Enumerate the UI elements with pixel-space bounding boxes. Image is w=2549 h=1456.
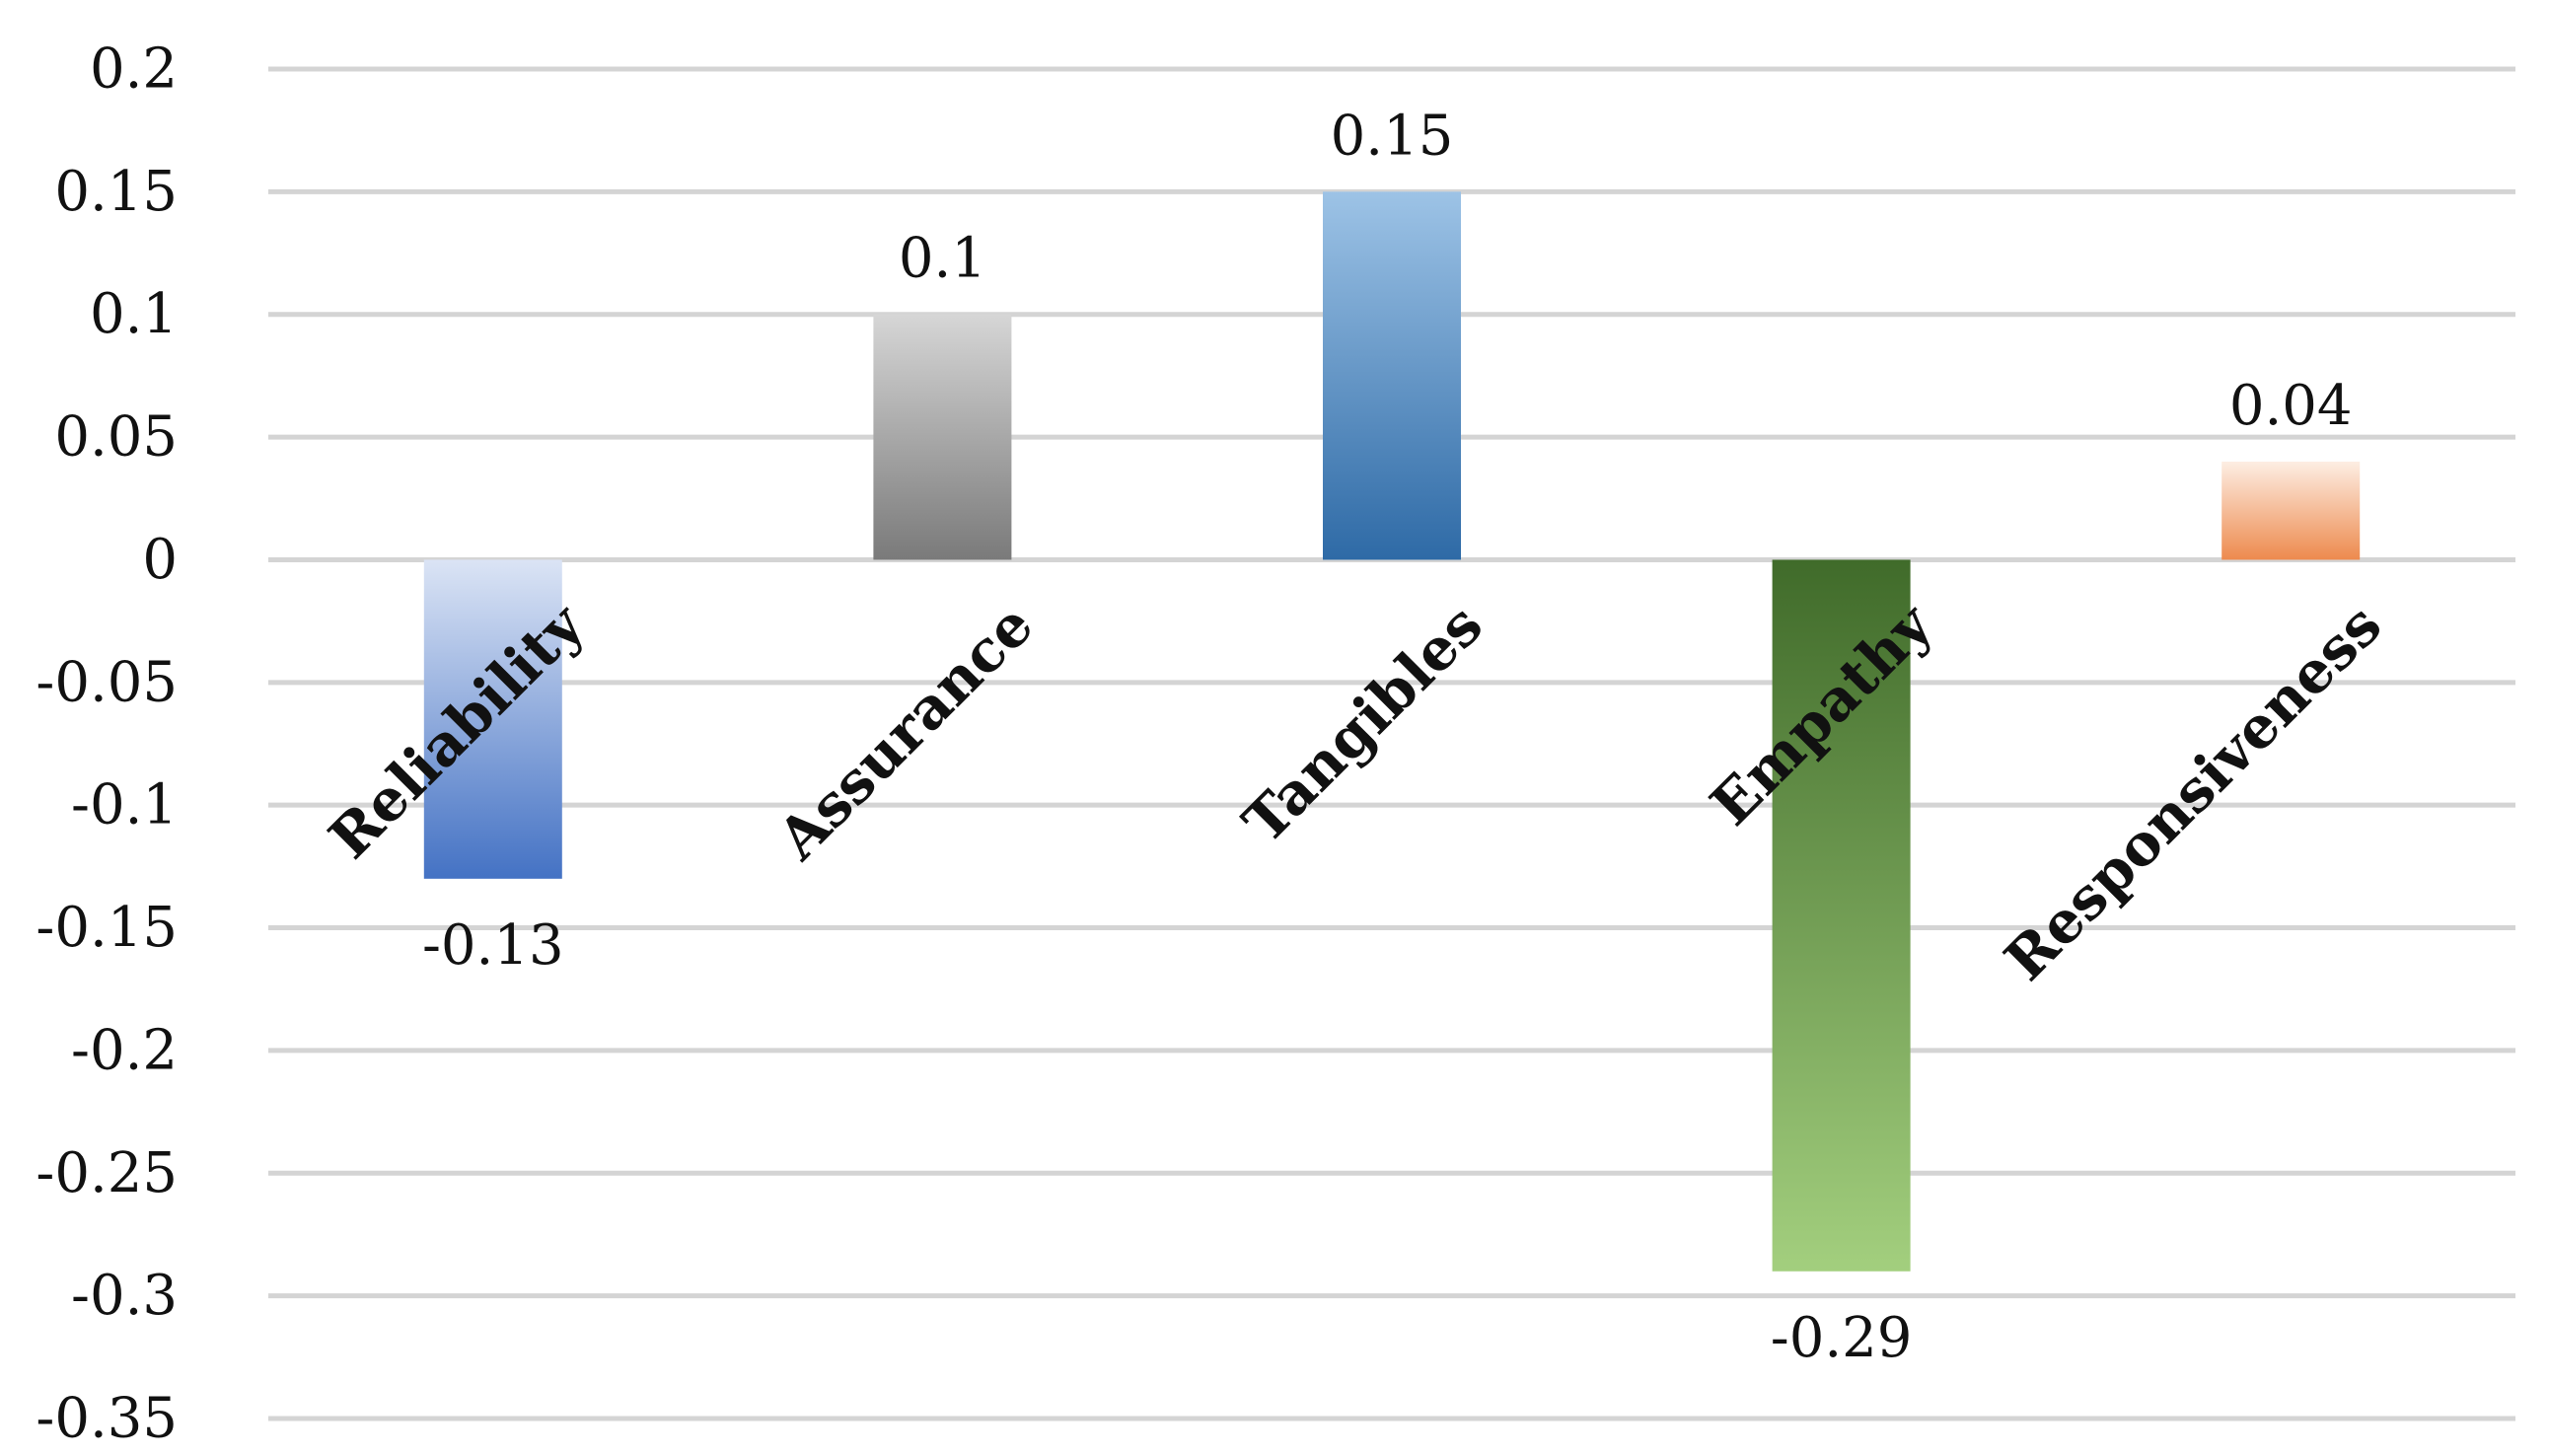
data-label-responsiveness: 0.04 [2229,374,2353,438]
y-tick-label: -0.25 [36,1141,178,1205]
y-tick-label: -0.2 [71,1018,178,1082]
bar-empathy [1772,559,1911,1272]
data-label-tangibles: 0.15 [1331,104,1454,168]
data-label-empathy: -0.29 [1771,1306,1913,1370]
bar-tangibles [1323,191,1461,560]
y-tick-label: -0.35 [36,1387,178,1451]
category-label-assurance: Assurance [765,591,1047,873]
y-tick-label: 0.1 [90,282,178,346]
y-tick-label: -0.05 [36,650,178,714]
data-label-assurance: 0.1 [899,227,986,291]
bar-assurance [873,314,1012,560]
y-axis-tick-labels: 0.2 0.15 0.1 0.05 0 -0.05 -0.1 -0.15 -0.2 -0.25 -0… [36,37,178,1451]
y-tick-label: -0.15 [36,896,178,960]
data-label-reliability: -0.13 [422,913,564,978]
y-tick-label: 0.15 [54,160,178,224]
y-tick-label: 0.2 [90,37,178,102]
y-tick-label: -0.3 [71,1264,178,1328]
bar-responsiveness [2221,461,2361,560]
bar-reliability [423,559,562,879]
y-tick-label: 0 [142,528,178,592]
y-tick-label: 0.05 [54,405,178,470]
y-tick-label: -0.1 [71,773,178,837]
category-label-responsiveness: Responsiveness [1992,591,2394,993]
category-label-tangibles: Tangibles [1230,591,1495,856]
data-labels: -0.13 0.1 0.15 -0.29 0.04 [422,104,2353,1369]
bars [423,191,2361,1272]
category-labels: Reliability Assurance Tangibles Empathy Resp… [317,590,2395,994]
